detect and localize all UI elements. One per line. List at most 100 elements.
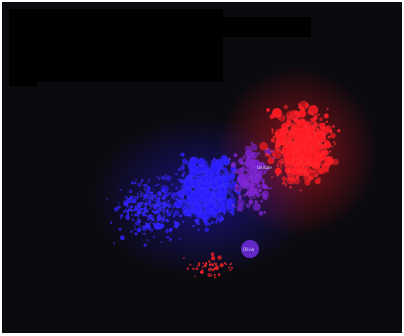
graph-node — [281, 122, 289, 130]
graph-node — [146, 222, 149, 225]
graph-node — [277, 145, 281, 148]
graph-node — [207, 260, 211, 263]
graph-node — [231, 175, 235, 179]
graph-node — [261, 182, 266, 187]
network-graph: Unisale Olivia — [92, 67, 377, 279]
graph-node — [311, 127, 316, 132]
graph-node — [182, 171, 186, 175]
graph-node — [313, 130, 317, 135]
graph-node — [133, 207, 138, 212]
graph-node — [188, 158, 197, 166]
graph-node — [183, 210, 187, 214]
graph-node — [152, 222, 157, 227]
graph-node — [250, 141, 254, 145]
graph-node — [281, 176, 287, 182]
graph-node — [320, 162, 326, 168]
graph-node — [231, 179, 235, 183]
graph-node — [182, 220, 185, 223]
graph-node — [281, 158, 284, 161]
graph-node — [289, 165, 292, 168]
graph-node — [276, 143, 279, 147]
graph-node — [151, 196, 154, 199]
graph-node — [244, 162, 248, 166]
graph-node — [145, 199, 148, 202]
graph-node — [295, 162, 299, 165]
graph-node — [205, 262, 208, 265]
graph-node — [179, 180, 183, 184]
graph-node — [249, 197, 253, 200]
graph-node — [210, 267, 212, 270]
graph-node — [214, 215, 218, 219]
graph-node — [130, 181, 135, 185]
graph-node — [134, 232, 138, 236]
graph-node — [178, 237, 181, 240]
graph-node — [161, 209, 164, 212]
graph-node — [248, 199, 254, 205]
graph-node — [143, 232, 146, 235]
graph-node — [129, 201, 132, 204]
graph-node — [152, 204, 156, 207]
graph-node — [246, 205, 250, 209]
graph-node — [314, 178, 321, 185]
graph-node — [254, 168, 262, 175]
graph-node — [271, 131, 274, 135]
graph-node — [277, 148, 280, 152]
graph-node — [327, 158, 332, 163]
graph-node — [133, 214, 136, 217]
graph-node — [304, 179, 311, 186]
graph-node — [177, 168, 181, 172]
graph-node — [217, 255, 222, 260]
graph-node — [126, 213, 130, 216]
graph-node — [246, 183, 252, 190]
graph-node — [293, 135, 301, 142]
graph-node — [251, 151, 258, 159]
graph-node — [119, 217, 123, 220]
graph-node — [165, 175, 172, 181]
graph-node — [197, 210, 202, 215]
graph-node — [135, 178, 137, 181]
graph-node — [194, 200, 198, 204]
graph-node — [333, 142, 337, 146]
graph-node — [153, 199, 155, 202]
graph-node — [232, 163, 235, 166]
graph-node — [225, 263, 228, 266]
graph-node — [215, 267, 218, 270]
graph-node — [131, 208, 135, 212]
graph-node — [143, 211, 146, 214]
graph-node — [123, 210, 126, 213]
graph-node — [308, 179, 312, 182]
graph-node — [288, 163, 291, 166]
graph-node — [303, 146, 308, 151]
graph-node — [162, 219, 165, 222]
graph-node — [304, 171, 308, 175]
graph-node — [165, 202, 171, 207]
graph-node — [196, 265, 199, 268]
graph-node — [143, 243, 147, 247]
graph-node — [175, 197, 179, 201]
graph-node — [133, 228, 136, 231]
graph-node — [146, 239, 149, 242]
graph-node — [328, 129, 333, 134]
graph-node — [274, 167, 282, 175]
graph-node — [242, 155, 247, 160]
graph-node — [243, 193, 247, 197]
graph-node — [143, 194, 146, 197]
graph-node — [288, 141, 291, 144]
graph-node — [311, 141, 317, 146]
graph-node — [124, 195, 128, 199]
graph-node — [266, 167, 270, 171]
graph-node — [152, 188, 155, 191]
graph-node — [191, 209, 196, 213]
graph-node — [210, 186, 214, 190]
graph-node — [142, 202, 145, 205]
graph-node — [196, 218, 200, 222]
graph-node — [291, 145, 296, 149]
graph-node — [252, 202, 261, 212]
graph-node — [207, 184, 211, 187]
graph-node — [250, 143, 258, 151]
graph-node — [133, 225, 136, 228]
graph-node — [254, 200, 258, 204]
graph-node — [229, 268, 232, 272]
graph-node — [244, 145, 251, 152]
graph-node — [292, 177, 296, 182]
